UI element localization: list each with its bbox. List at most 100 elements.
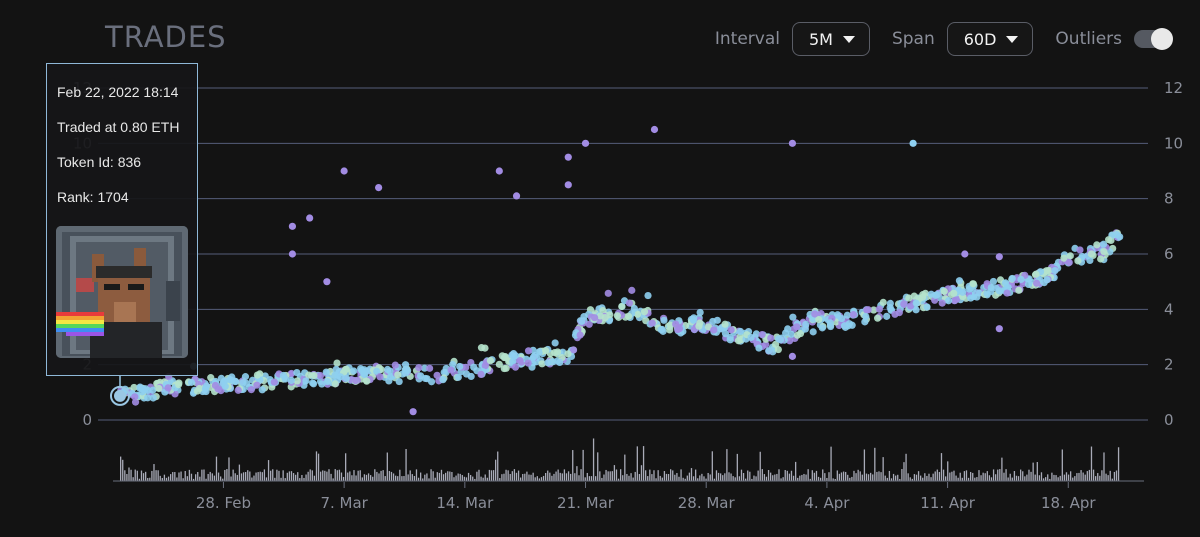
volume-bar (659, 475, 661, 481)
volume-bar (445, 472, 447, 481)
volume-bar (878, 471, 880, 481)
volume-bar (992, 469, 995, 481)
volume-bar (717, 472, 720, 481)
trade-point (462, 370, 471, 378)
trade-point (440, 368, 448, 376)
trade-point (333, 359, 341, 367)
trade-point (633, 310, 642, 318)
trade-point (864, 306, 872, 314)
volume-bar (467, 472, 470, 481)
trade-point (318, 380, 326, 388)
volume-bar (486, 477, 488, 481)
trade-point (217, 374, 225, 382)
trade-point (944, 297, 953, 305)
interval-dropdown[interactable]: 5M (791, 22, 870, 56)
volume-bar (345, 453, 347, 481)
volume-bar (372, 476, 374, 481)
volume-bar (522, 473, 524, 481)
volume-bar (682, 477, 684, 481)
trade-point (309, 379, 317, 387)
volume-bar (949, 472, 951, 481)
trade-point (912, 306, 920, 314)
trade-point (967, 294, 975, 302)
volume-bar (526, 471, 528, 481)
trade-point (874, 314, 882, 322)
volume-bar (515, 472, 518, 481)
volume-bar (882, 457, 884, 481)
volume-bar (397, 476, 399, 481)
trade-point (175, 379, 183, 387)
nft-thumbnail (56, 226, 188, 358)
volume-bar (301, 475, 303, 481)
volume-bar (1095, 476, 1097, 481)
volume-bar (903, 462, 905, 481)
volume-bar (232, 469, 234, 481)
volume-bar (551, 475, 553, 481)
volume-bar (120, 456, 122, 481)
volume-bar (295, 474, 297, 481)
volume-bar (509, 473, 511, 481)
trade-point (322, 368, 330, 376)
chart-grid (98, 87, 1148, 421)
volume-bar (128, 467, 130, 481)
caret-down-icon (842, 35, 855, 43)
volume-bar (490, 470, 493, 481)
trade-point (433, 371, 441, 379)
trade-point (207, 374, 215, 382)
volume-bar (265, 477, 268, 481)
trade-point (975, 289, 983, 297)
volume-bar (945, 476, 947, 481)
volume-bar (149, 477, 151, 481)
trade-point (726, 336, 734, 344)
volume-bar (730, 473, 732, 481)
volume-bar (459, 473, 461, 481)
volume-bar (667, 474, 670, 481)
volume-bar (217, 472, 220, 481)
volume-bar (997, 469, 999, 481)
highlighted-point-ring (110, 385, 130, 406)
volume-bar (1078, 472, 1080, 481)
volume-bar (757, 470, 759, 481)
volume-bar (817, 476, 820, 481)
trade-point (838, 314, 846, 323)
volume-bar (763, 474, 766, 481)
volume-bar (953, 470, 955, 481)
trade-point (891, 310, 899, 318)
volume-bar (532, 472, 534, 481)
trade-point (657, 326, 665, 334)
volume-bar (634, 471, 636, 481)
volume-bar (305, 474, 307, 481)
volume-bar (653, 470, 655, 481)
trade-point (323, 377, 332, 386)
trade-point (509, 358, 517, 366)
volume-bar (815, 470, 818, 481)
volume-bar (813, 472, 816, 481)
volume-bar (499, 478, 501, 481)
volume-bar (582, 449, 584, 481)
volume-bar (259, 471, 261, 481)
volume-bar (570, 473, 572, 481)
trade-point (965, 285, 973, 293)
trade-point (564, 350, 572, 358)
volume-bar (370, 475, 372, 481)
volume-bar (359, 470, 361, 481)
volume-bar (1080, 470, 1082, 481)
y-tick-label-right: 10 (1164, 134, 1183, 152)
volume-bar (1082, 472, 1084, 481)
volume-bar (503, 473, 505, 481)
span-dropdown[interactable]: 60D (946, 22, 1034, 56)
trade-point (569, 346, 578, 354)
volume-bar (642, 446, 645, 481)
volume-bar (861, 474, 863, 481)
outlier-point (288, 250, 297, 258)
trade-points (110, 125, 1124, 416)
volume-bar (836, 470, 838, 481)
volume-bar (463, 476, 466, 481)
outliers-toggle[interactable] (1134, 28, 1173, 50)
volume-bar (528, 474, 530, 481)
trade-point (131, 398, 140, 406)
volume-bar (651, 474, 653, 481)
trade-point (776, 336, 785, 344)
volume-bar (778, 469, 780, 481)
trade-point (187, 378, 196, 386)
